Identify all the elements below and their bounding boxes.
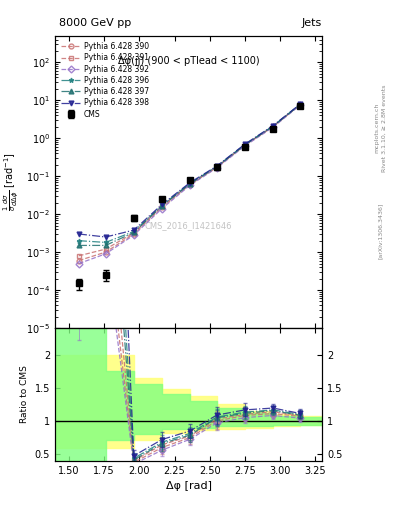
- Pythia 6.428 392: [215, 165, 219, 171]
- Pythia 6.428 392: [188, 182, 193, 188]
- Pythia 6.428 390: [131, 231, 136, 237]
- Pythia 6.428 391: [131, 230, 136, 236]
- Pythia 6.428 398: [298, 101, 302, 108]
- Pythia 6.428 396: [271, 123, 275, 129]
- Pythia 6.428 392: [298, 102, 302, 109]
- Pythia 6.428 390: [160, 204, 164, 210]
- Pythia 6.428 390: [242, 142, 247, 148]
- Text: 8000 GeV pp: 8000 GeV pp: [59, 18, 131, 28]
- Line: Pythia 6.428 392: Pythia 6.428 392: [77, 103, 302, 266]
- Text: [arXiv:1306.3436]: [arXiv:1306.3436]: [378, 202, 383, 259]
- Pythia 6.428 398: [271, 122, 275, 129]
- Pythia 6.428 391: [188, 181, 193, 187]
- Pythia 6.428 391: [242, 142, 247, 148]
- Pythia 6.428 392: [160, 205, 164, 211]
- Pythia 6.428 390: [271, 124, 275, 130]
- Pythia 6.428 397: [77, 242, 81, 248]
- Pythia 6.428 397: [298, 102, 302, 108]
- Text: Rivet 3.1.10, ≥ 2.8M events: Rivet 3.1.10, ≥ 2.8M events: [382, 84, 387, 172]
- Pythia 6.428 397: [242, 142, 247, 148]
- Pythia 6.428 392: [77, 261, 81, 267]
- Pythia 6.428 396: [215, 163, 219, 169]
- Pythia 6.428 396: [103, 239, 108, 245]
- Pythia 6.428 390: [103, 249, 108, 255]
- Pythia 6.428 391: [77, 253, 81, 259]
- Pythia 6.428 390: [298, 102, 302, 108]
- Pythia 6.428 392: [103, 251, 108, 257]
- Pythia 6.428 391: [271, 123, 275, 130]
- Pythia 6.428 398: [77, 231, 81, 237]
- Pythia 6.428 392: [242, 143, 247, 149]
- Pythia 6.428 396: [77, 238, 81, 244]
- Y-axis label: Ratio to CMS: Ratio to CMS: [20, 366, 29, 423]
- Pythia 6.428 390: [77, 258, 81, 264]
- Pythia 6.428 398: [215, 163, 219, 169]
- Line: Pythia 6.428 397: Pythia 6.428 397: [77, 102, 302, 248]
- X-axis label: Δφ [rad]: Δφ [rad]: [165, 481, 212, 491]
- Pythia 6.428 398: [242, 141, 247, 147]
- Pythia 6.428 396: [242, 141, 247, 147]
- Pythia 6.428 398: [131, 227, 136, 233]
- Text: CMS_2016_I1421646: CMS_2016_I1421646: [145, 221, 232, 230]
- Pythia 6.428 397: [131, 229, 136, 236]
- Pythia 6.428 390: [188, 182, 193, 188]
- Line: Pythia 6.428 391: Pythia 6.428 391: [77, 102, 302, 258]
- Pythia 6.428 391: [215, 164, 219, 170]
- Pythia 6.428 392: [271, 124, 275, 131]
- Y-axis label: $\frac{1}{\sigma}\frac{d\sigma}{d\Delta\phi}$ [rad$^{-1}$]: $\frac{1}{\sigma}\frac{d\sigma}{d\Delta\…: [2, 153, 20, 211]
- Pythia 6.428 392: [131, 232, 136, 238]
- Line: Pythia 6.428 396: Pythia 6.428 396: [77, 102, 302, 245]
- Legend: Pythia 6.428 390, Pythia 6.428 391, Pythia 6.428 392, Pythia 6.428 396, Pythia 6: Pythia 6.428 390, Pythia 6.428 391, Pyth…: [59, 39, 151, 121]
- Pythia 6.428 397: [103, 242, 108, 248]
- Pythia 6.428 397: [271, 123, 275, 129]
- Pythia 6.428 396: [298, 101, 302, 108]
- Line: Pythia 6.428 398: Pythia 6.428 398: [77, 102, 302, 240]
- Pythia 6.428 397: [188, 181, 193, 187]
- Pythia 6.428 396: [131, 228, 136, 234]
- Line: Pythia 6.428 390: Pythia 6.428 390: [77, 102, 302, 263]
- Pythia 6.428 398: [188, 180, 193, 186]
- Pythia 6.428 397: [215, 164, 219, 170]
- Text: Δφ(jj) (900 < pTlead < 1100): Δφ(jj) (900 < pTlead < 1100): [118, 56, 259, 66]
- Pythia 6.428 397: [160, 203, 164, 209]
- Text: mcplots.cern.ch: mcplots.cern.ch: [374, 103, 379, 153]
- Pythia 6.428 391: [160, 203, 164, 209]
- Pythia 6.428 391: [298, 102, 302, 108]
- Pythia 6.428 396: [188, 180, 193, 186]
- Pythia 6.428 391: [103, 246, 108, 252]
- Pythia 6.428 390: [215, 164, 219, 170]
- Pythia 6.428 398: [103, 234, 108, 240]
- Pythia 6.428 396: [160, 202, 164, 208]
- Text: Jets: Jets: [302, 18, 322, 28]
- Pythia 6.428 398: [160, 201, 164, 207]
